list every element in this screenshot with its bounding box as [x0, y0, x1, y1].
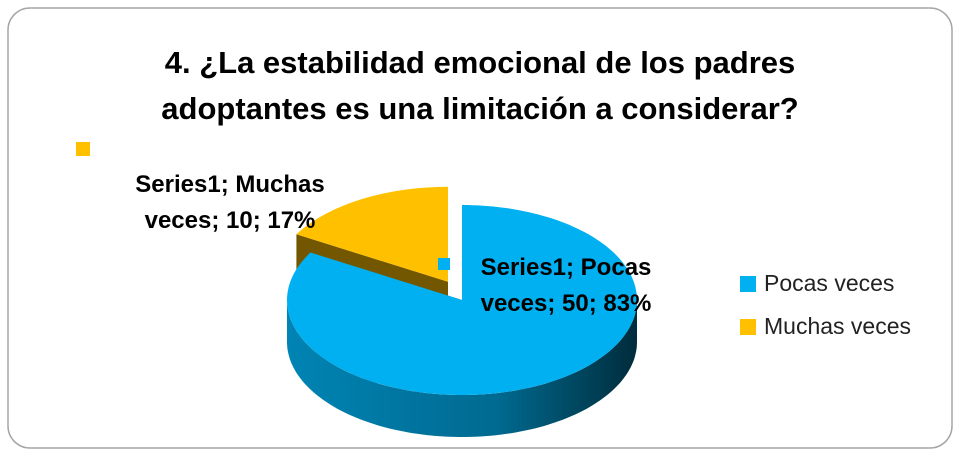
legend-item: Muchas veces [740, 313, 911, 340]
chart-title: 4. ¿La estabilidad emocional de los padr… [161, 45, 799, 126]
data-label: Series1; Muchas veces; 10; 17% [135, 171, 325, 234]
legend-swatch [740, 318, 756, 335]
data-label: Series1; Pocas veces; 50; 83% [480, 254, 652, 317]
legend-label: Muchas veces [764, 313, 912, 339]
label-marker [76, 142, 90, 156]
slice [287, 205, 637, 395]
slice [296, 186, 448, 282]
legend-label: Pocas veces [764, 270, 895, 296]
legend-item: Pocas veces [740, 270, 894, 297]
slice-wall [287, 300, 637, 437]
label-marker [438, 258, 450, 270]
legend-swatch [740, 275, 756, 292]
